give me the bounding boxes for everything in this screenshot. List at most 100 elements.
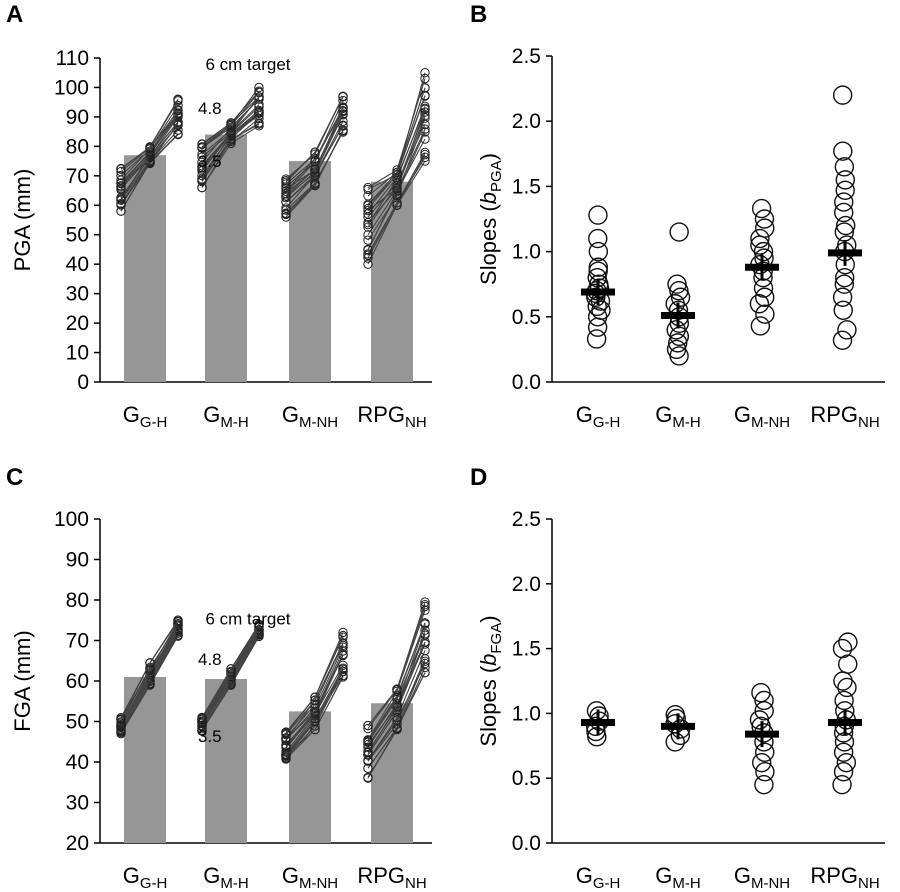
slope-point <box>585 716 606 737</box>
x-tick-sub: M-NH <box>751 414 790 431</box>
subject-point <box>281 728 291 739</box>
slope-point <box>834 267 855 288</box>
y-tick-label: 1.0 <box>512 702 541 725</box>
y-tick-label: 2.5 <box>512 45 541 68</box>
slope-point <box>588 257 608 277</box>
subject-point <box>363 773 373 783</box>
x-tick-label: GM-H <box>203 402 248 431</box>
subject-point <box>310 164 320 174</box>
y-tick-label: 0 <box>77 371 89 394</box>
subject-line <box>285 100 344 188</box>
subject-point <box>420 147 430 158</box>
slope-point <box>832 287 853 307</box>
y-tick-label: 2.0 <box>512 573 541 596</box>
y-axis-label-part: b <box>476 192 501 204</box>
x-tick-sub: G-H <box>593 875 621 892</box>
slope-point <box>834 274 855 294</box>
subject-point <box>116 181 126 191</box>
target-label-3-5: 3.5 <box>198 152 222 171</box>
bar <box>124 155 166 382</box>
subject-point <box>281 752 291 762</box>
y-tick-label: 30 <box>66 792 89 815</box>
y-tick-label: 100 <box>54 508 89 531</box>
x-tick-main: RPG <box>357 402 405 427</box>
subject-point <box>197 142 207 153</box>
subject-point <box>310 692 320 702</box>
y-tick-label: 2.5 <box>512 508 541 531</box>
subject-line <box>367 610 426 741</box>
subject-point <box>392 684 402 695</box>
y-tick-label: 1.5 <box>512 638 541 661</box>
x-tick-sub: G-H <box>140 875 168 892</box>
y-axis-label-part: FGA <box>488 623 505 654</box>
subject-point <box>281 186 291 197</box>
x-tick-label: RPGNH <box>357 402 426 431</box>
x-tick-sub: M-NH <box>299 875 338 892</box>
slope-point <box>832 330 853 350</box>
slope-point <box>588 228 608 249</box>
slope-point <box>586 329 607 349</box>
subject-point <box>420 600 430 610</box>
subject-point <box>145 658 155 668</box>
subject-point <box>392 190 402 201</box>
subject-line <box>120 105 179 176</box>
subject-point <box>310 709 320 719</box>
slope-point <box>755 762 775 782</box>
subject-point <box>226 664 236 674</box>
subject-line <box>367 128 426 236</box>
subject-line <box>285 107 344 185</box>
y-axis-label: PGA (mm) <box>10 169 35 272</box>
target-label-3-5: 3.5 <box>198 727 222 746</box>
subject-point <box>420 119 430 130</box>
x-tick-main: G <box>203 402 220 427</box>
subject-line <box>367 109 426 211</box>
slope-point <box>755 218 775 238</box>
x-tick-sub: NH <box>405 414 427 431</box>
subject-point <box>281 174 291 184</box>
slope-point <box>832 638 853 659</box>
subject-line <box>285 632 344 734</box>
slope-point <box>833 671 853 691</box>
subject-point <box>281 733 291 743</box>
subject-point <box>363 222 373 232</box>
panel-letter: C <box>6 464 23 491</box>
y-tick-label: 1.0 <box>512 241 541 264</box>
subject-line <box>201 92 260 148</box>
subject-point <box>363 245 373 255</box>
subject-point <box>338 627 348 638</box>
subject-point <box>363 203 373 214</box>
x-tick-main: G <box>576 402 593 427</box>
y-tick-label: 70 <box>66 630 89 653</box>
subject-point <box>197 139 207 149</box>
subject-point <box>116 164 126 174</box>
y-tick-label: 80 <box>66 589 89 612</box>
x-tick-main: G <box>655 402 672 427</box>
subject-line <box>367 78 426 189</box>
bar <box>289 161 331 382</box>
subject-line <box>120 623 179 721</box>
x-tick-sub: NH <box>858 414 880 431</box>
y-tick-label: 100 <box>54 76 89 99</box>
slope-point <box>669 222 689 242</box>
subject-line <box>201 624 260 718</box>
subject-point <box>254 102 264 112</box>
panel-letter: D <box>470 464 487 491</box>
y-tick-label: 20 <box>66 312 89 335</box>
y-axis-label-part: Slopes ( <box>476 204 501 285</box>
x-tick-sub: G-H <box>593 414 621 431</box>
subject-line <box>367 667 426 779</box>
y-tick-label: 80 <box>66 135 89 158</box>
y-axis-label-part: ) <box>476 153 501 160</box>
subject-point <box>392 165 402 175</box>
slope-point <box>751 198 772 219</box>
slope-point <box>588 205 608 225</box>
subject-point <box>116 200 126 210</box>
subject-point <box>392 715 402 725</box>
slope-point <box>834 157 855 177</box>
subject-line <box>120 114 179 188</box>
subject-point <box>254 619 264 629</box>
subject-point <box>310 149 320 159</box>
